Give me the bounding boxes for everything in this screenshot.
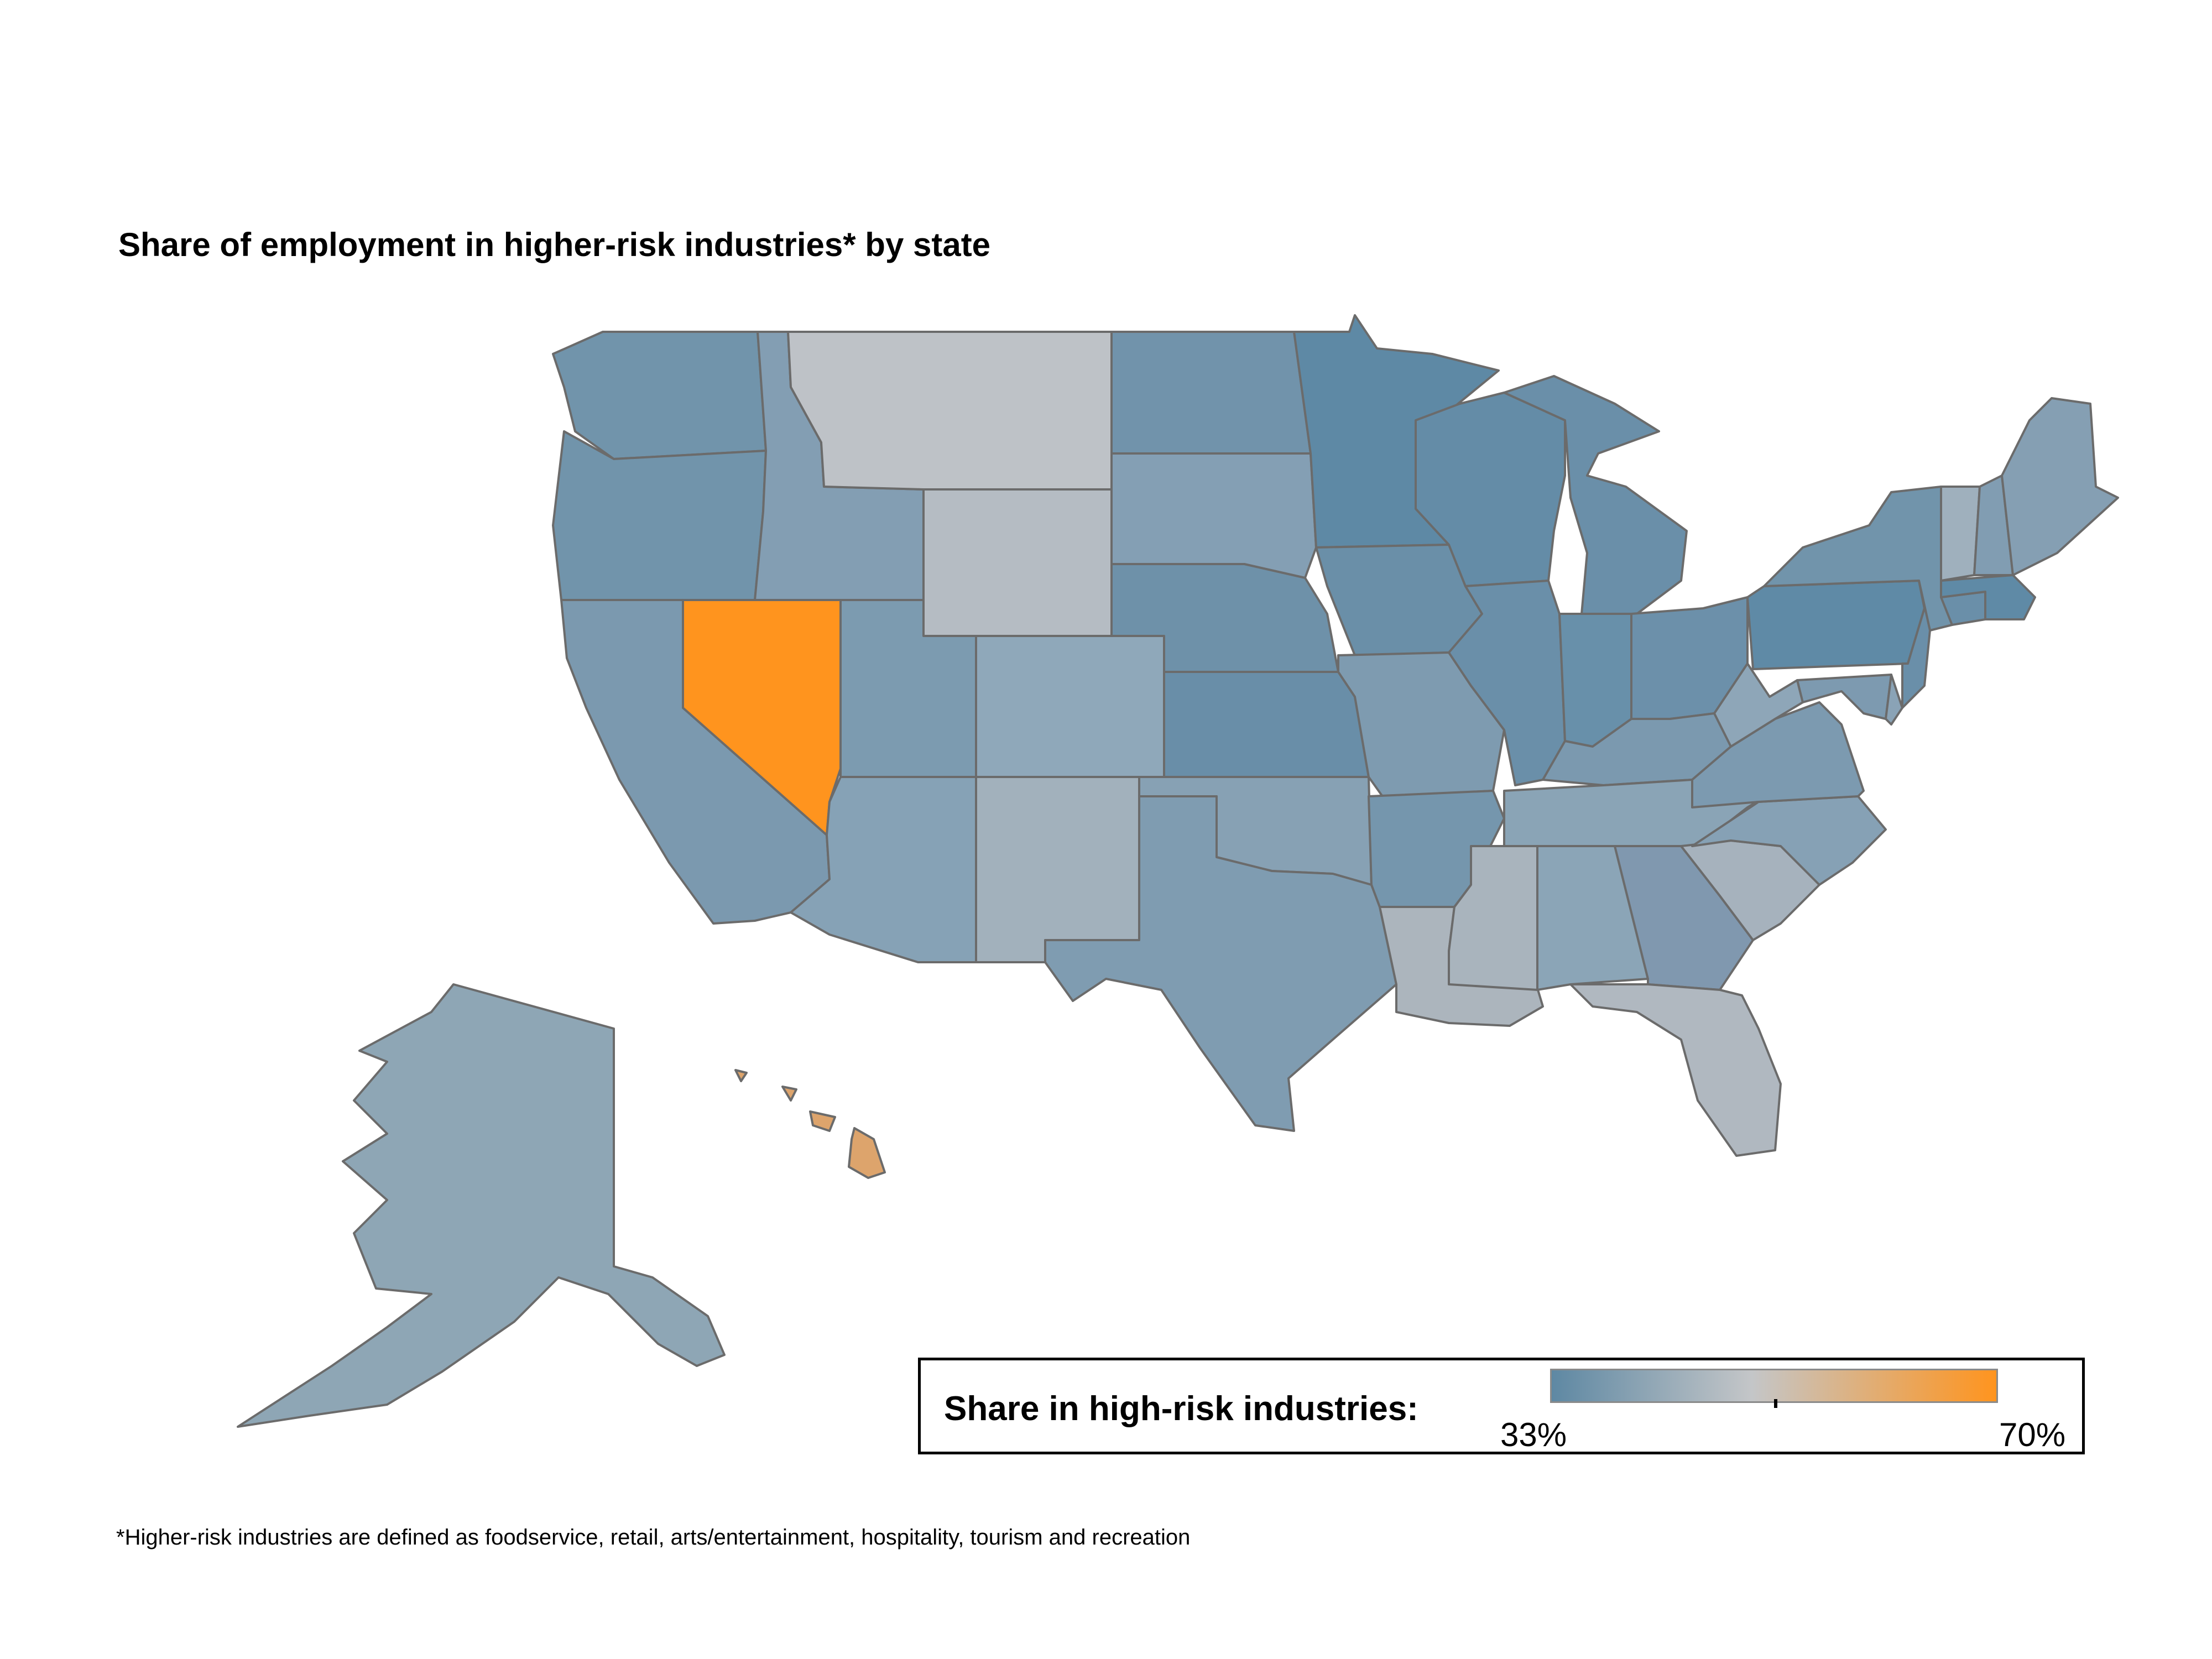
state-NJ [1901, 580, 1931, 709]
state-DE [1885, 674, 1903, 726]
state-PA [1746, 580, 1926, 670]
footnote: *Higher-risk industries are defined as f… [116, 1525, 1191, 1550]
state-FL [1569, 983, 1782, 1157]
legend-box: Share in high-risk industries: 33% 70% [918, 1358, 2085, 1454]
state-MI [1503, 375, 1688, 615]
state-SD [1110, 452, 1317, 579]
state-KS [1163, 671, 1370, 778]
state-AK [237, 983, 726, 1428]
map-title: Share of employment in higher-risk indus… [118, 226, 991, 263]
state-AL [1536, 845, 1649, 991]
state-IL [1448, 580, 1566, 786]
state-TX [1044, 795, 1397, 1132]
state-WI [1415, 392, 1566, 587]
state-OR [552, 430, 767, 601]
legend-max-label: 70% [1999, 1416, 2066, 1453]
state-WA [552, 331, 767, 460]
state-WY [922, 488, 1113, 637]
state-ND [1110, 331, 1312, 455]
legend-tick-mark [1774, 1399, 1777, 1408]
state-MA [1940, 574, 2036, 620]
legend-min-label: 33% [1500, 1416, 1567, 1453]
legend-color-ramp [1550, 1369, 1998, 1403]
state-CO [975, 635, 1165, 778]
state-NM [975, 776, 1140, 963]
state-HI [734, 1069, 886, 1179]
state-MT [787, 331, 1113, 491]
state-ME [2001, 397, 2119, 576]
legend-title: Share in high-risk industries: [944, 1390, 1418, 1428]
